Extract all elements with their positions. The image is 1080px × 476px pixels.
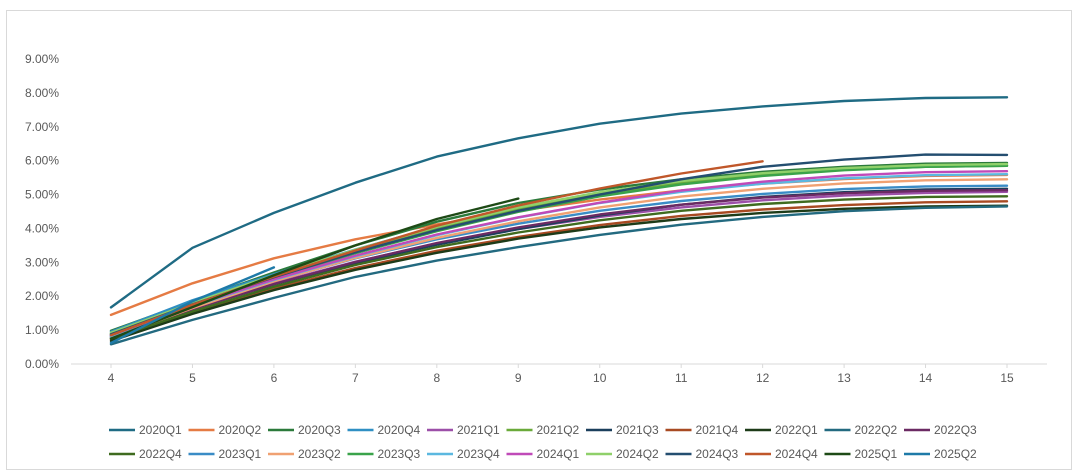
series-line-2021q4	[109, 200, 1009, 341]
legend-label: 2023Q1	[219, 447, 262, 461]
x-tick-label: 4	[108, 371, 115, 385]
legend-label: 2020Q1	[139, 423, 182, 437]
y-tick-label: 2.00%	[25, 289, 59, 303]
x-tick-label: 7	[352, 371, 359, 385]
series-line-2022q2	[109, 205, 1009, 346]
legend: 2020Q1 2020Q2 2020Q3 2020Q4 2021Q1 2021Q2 2021…	[109, 423, 977, 461]
legend-item-2025q1: 2025Q1	[824, 447, 898, 461]
x-tick-label: 8	[433, 371, 440, 385]
legend-item-2024q2: 2024Q2	[586, 447, 659, 461]
x-tick-label: 10	[593, 371, 607, 385]
y-tick-label: 6.00%	[25, 154, 59, 168]
series-line-2025q2	[109, 266, 276, 345]
legend-label: 2022Q1	[775, 423, 818, 437]
series-line-2024q2	[109, 162, 1009, 334]
series-line-2022q4	[109, 195, 1009, 340]
series-line-2025q1	[109, 197, 520, 340]
chart-frame: 0.00% 1.00% 2.00% 3.00% 4.00% 5.00% 6.00% 7.00%…	[6, 10, 1072, 470]
legend-label: 2024Q2	[616, 447, 659, 461]
series-line-2023q2	[109, 178, 1009, 339]
y-tick-label: 3.00%	[25, 255, 59, 269]
legend-item-2020q4: 2020Q4	[347, 423, 421, 437]
legend-item-2021q4: 2021Q4	[665, 423, 739, 437]
legend-label: 2021Q3	[616, 423, 659, 437]
legend-label: 2022Q2	[855, 423, 898, 437]
legend-item-2020q1: 2020Q1	[109, 423, 182, 437]
series-line-2024q1	[109, 169, 1009, 337]
legend-label: 2023Q2	[298, 447, 341, 461]
x-tick-label: 14	[919, 371, 933, 385]
series-line-2022q1	[109, 204, 1009, 343]
x-tick-label: 11	[675, 371, 688, 385]
legend-item-2021q1: 2021Q1	[427, 423, 500, 437]
y-axis-ticks: 0.00% 1.00% 2.00% 3.00% 4.00% 5.00% 6.00% 7.00%…	[25, 52, 59, 371]
legend-item-2020q3: 2020Q3	[268, 423, 341, 437]
legend-item-2025q2: 2025Q2	[904, 447, 977, 461]
legend-item-2023q1: 2023Q1	[188, 447, 262, 461]
line-chart: 0.00% 1.00% 2.00% 3.00% 4.00% 5.00% 6.00% 7.00%…	[25, 52, 1047, 461]
legend-item-2021q2: 2021Q2	[506, 423, 580, 437]
y-tick-label: 4.00%	[25, 221, 59, 235]
legend-item-2024q3: 2024Q3	[665, 447, 739, 461]
y-tick-label: 9.00%	[25, 52, 59, 66]
legend-label: 2022Q3	[934, 423, 977, 437]
series-lines	[109, 96, 1009, 346]
y-tick-label: 5.00%	[25, 188, 59, 202]
legend-item-2020q2: 2020Q2	[188, 423, 262, 437]
series-line-2022q3	[109, 188, 1009, 338]
legend-item-2024q1: 2024Q1	[506, 447, 580, 461]
y-tick-label: 1.00%	[25, 323, 59, 337]
legend-label: 2020Q4	[378, 423, 421, 437]
x-tick-label: 13	[837, 371, 851, 385]
legend-item-2024q4: 2024Q4	[745, 447, 818, 461]
x-axis-ticks: 4 5 6 7 8 9 10 11 12 13 14 15	[108, 364, 1014, 385]
y-tick-label: 7.00%	[25, 120, 59, 134]
legend-item-2023q4: 2023Q4	[427, 447, 500, 461]
x-tick-label: 6	[271, 371, 278, 385]
legend-item-2022q3: 2022Q3	[904, 423, 977, 437]
legend-label: 2021Q2	[537, 423, 580, 437]
legend-label: 2021Q4	[696, 423, 739, 437]
y-tick-label: 8.00%	[25, 86, 59, 100]
legend-label: 2024Q3	[696, 447, 739, 461]
legend-label: 2020Q3	[298, 423, 341, 437]
legend-item-2022q2: 2022Q2	[824, 423, 898, 437]
x-tick-label: 9	[515, 371, 522, 385]
legend-item-2023q3: 2023Q3	[347, 447, 421, 461]
legend-label: 2021Q1	[457, 423, 500, 437]
x-tick-label: 12	[756, 371, 770, 385]
y-tick-label: 0.00%	[25, 357, 59, 371]
legend-label: 2023Q3	[378, 447, 421, 461]
legend-label: 2022Q4	[139, 447, 182, 461]
legend-item-2022q1: 2022Q1	[745, 423, 818, 437]
legend-label: 2024Q4	[775, 447, 818, 461]
legend-label: 2025Q1	[855, 447, 898, 461]
legend-label: 2024Q1	[537, 447, 580, 461]
x-tick-label: 15	[1000, 371, 1014, 385]
legend-item-2023q2: 2023Q2	[268, 447, 341, 461]
x-tick-label: 5	[189, 371, 196, 385]
legend-item-2022q4: 2022Q4	[109, 447, 182, 461]
legend-label: 2025Q2	[934, 447, 977, 461]
legend-label: 2023Q4	[457, 447, 500, 461]
legend-item-2021q3: 2021Q3	[586, 423, 659, 437]
series-line-2020q1	[109, 96, 1009, 309]
legend-label: 2020Q2	[219, 423, 262, 437]
